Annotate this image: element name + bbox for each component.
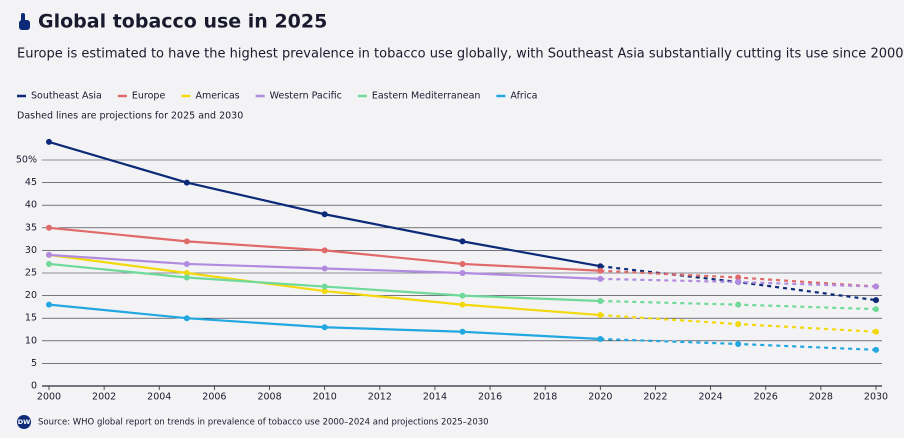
point	[459, 301, 466, 308]
chart-title: Global tobacco use in 2025	[38, 11, 327, 33]
logo-circle	[17, 415, 31, 429]
point	[183, 274, 190, 281]
y-tick-label: 35	[25, 222, 37, 233]
point	[46, 251, 52, 258]
x-tick-label: 2014	[423, 392, 447, 403]
x-tick-label: 2024	[699, 392, 723, 403]
note: Dashed lines are projections for 2025 an…	[17, 111, 243, 122]
point	[321, 324, 328, 331]
point	[459, 292, 466, 299]
y-tick-label: 30	[25, 245, 37, 256]
point	[597, 298, 604, 305]
legend: Southeast Asia Europe Americas Western Paci…	[17, 91, 538, 102]
point	[321, 265, 328, 272]
point	[321, 283, 328, 290]
point	[321, 211, 328, 218]
point	[597, 335, 604, 342]
y-tick-label: 40	[25, 200, 37, 211]
y-tick-label: 20	[25, 290, 37, 301]
x-tick-label: 2030	[864, 392, 888, 403]
legend-label: Southeast Asia	[31, 91, 102, 102]
x-tick-label: 2016	[478, 392, 502, 403]
y-tick-label: 45	[25, 177, 37, 188]
y-tick-label: 10	[25, 335, 37, 346]
logo: DW	[18, 418, 31, 426]
point	[735, 279, 742, 286]
point	[459, 328, 466, 335]
point	[597, 275, 604, 282]
y-tick-label: 0	[31, 381, 37, 392]
point	[46, 138, 52, 145]
x-tick-label: 2028	[809, 392, 833, 403]
point	[321, 247, 328, 254]
point	[183, 315, 190, 322]
legend-label: Eastern Mediterranean	[372, 91, 481, 102]
y-tick-label: 50%	[16, 155, 37, 166]
legend-label: Western Pacific	[270, 91, 342, 102]
point	[183, 260, 190, 267]
x-tick-label: 2022	[643, 392, 667, 403]
point	[183, 179, 190, 186]
point	[735, 301, 742, 308]
point	[46, 301, 52, 308]
x-tick-label: 2006	[202, 392, 226, 403]
point	[459, 270, 466, 276]
x-tick-label: 2020	[588, 392, 612, 403]
point	[873, 283, 879, 290]
legend-label: Americas	[195, 91, 239, 102]
y-tick-label: 5	[31, 358, 37, 369]
point	[183, 270, 190, 276]
chart-subtitle: Europe is estimated to have the highest …	[17, 47, 904, 62]
x-tick-label: 2012	[368, 392, 392, 403]
point	[873, 297, 879, 304]
legend-label: Africa	[510, 91, 537, 102]
point	[46, 260, 52, 267]
title-icon	[19, 13, 30, 30]
x-tick-label: 2018	[533, 392, 557, 403]
x-tick-label: 2026	[754, 392, 778, 403]
point	[46, 224, 52, 231]
point	[597, 267, 604, 274]
point	[735, 274, 742, 281]
x-tick-label: 2008	[257, 392, 281, 403]
point	[735, 321, 742, 328]
point	[597, 263, 604, 270]
y-tick-label: 15	[25, 313, 37, 324]
y-tick-label: 25	[25, 268, 37, 279]
source: Source: WHO global report on trends in p…	[38, 418, 489, 428]
x-tick-label: 2004	[147, 392, 171, 403]
x-tick-label: 2000	[37, 392, 61, 403]
x-tick-label: 2002	[92, 392, 116, 403]
point	[597, 312, 604, 319]
point	[873, 306, 879, 313]
point	[183, 238, 190, 245]
point	[735, 340, 742, 347]
legend-label: Europe	[132, 91, 166, 102]
point	[459, 260, 466, 267]
point	[321, 288, 328, 295]
x-tick-label: 2010	[313, 392, 337, 403]
point	[873, 328, 879, 335]
point	[873, 346, 879, 353]
point	[459, 238, 466, 245]
